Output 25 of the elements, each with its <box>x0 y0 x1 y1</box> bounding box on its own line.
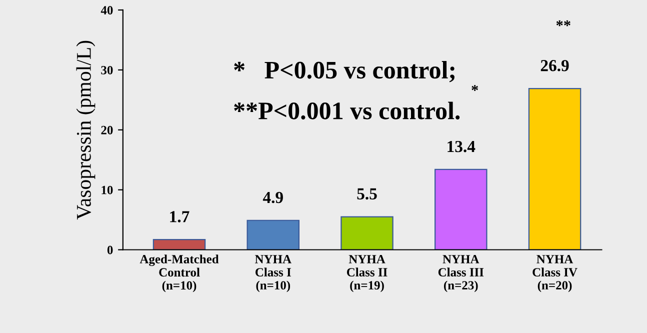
annotation: ** <box>556 20 570 26</box>
data-label: 13.4 <box>448 140 476 152</box>
annotation: * P<0.05 vs control; <box>234 60 454 82</box>
data-label: 4.9 <box>262 192 283 204</box>
annotation: * <box>472 85 478 91</box>
x-tick-label: NYHA Class IV (n=20) <box>532 255 578 292</box>
annotation: **P<0.001 vs control. <box>234 102 460 120</box>
y-tick-label: 40 <box>100 6 113 14</box>
y-tick-label: 30 <box>101 66 113 74</box>
bar <box>152 239 206 250</box>
y-axis-title: Vasopressin (pmol/L) <box>76 40 96 220</box>
bar <box>528 88 582 250</box>
x-tick-label: Aged-Matched Control (n=10) <box>140 254 219 292</box>
bar <box>434 168 488 250</box>
y-tick-label: 0 <box>107 246 113 254</box>
x-tick-label: NYHA Class I (n=10) <box>254 255 292 292</box>
x-tick-label: NYHA Class II (n=19) <box>346 255 388 292</box>
x-tick-label: NYHA Class III (n=23) <box>438 255 484 292</box>
y-tick-label: 20 <box>101 126 113 134</box>
bar <box>340 216 394 250</box>
bar <box>246 220 300 250</box>
y-tick-label: 10 <box>102 186 113 194</box>
data-label: 5.5 <box>357 188 377 200</box>
data-label: 1.7 <box>170 211 190 222</box>
data-label: 26.9 <box>540 60 569 72</box>
